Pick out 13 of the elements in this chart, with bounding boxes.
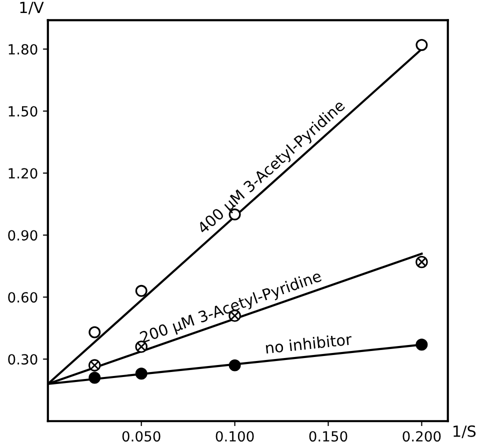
y-tick-label: 1.50 (8, 106, 38, 117)
y-tick-label: 1.20 (8, 168, 38, 179)
text: no inhibitor (266, 333, 352, 354)
y-tick-label: 0.90 (8, 230, 38, 241)
x-axis-title: 1/S (454, 425, 476, 438)
y-axis-title: 1/V (20, 2, 44, 14)
y-tick-label: 0.30 (8, 354, 38, 365)
x-tick-label: 0.150 (309, 431, 348, 442)
x-tick-label: 0.200 (402, 431, 441, 442)
y-tick-label: 0.60 (8, 292, 38, 303)
x-tick-label: 0.050 (122, 431, 160, 442)
x-tick-label: 0.100 (216, 431, 254, 442)
y-tick-label: 1.80 (8, 44, 38, 55)
